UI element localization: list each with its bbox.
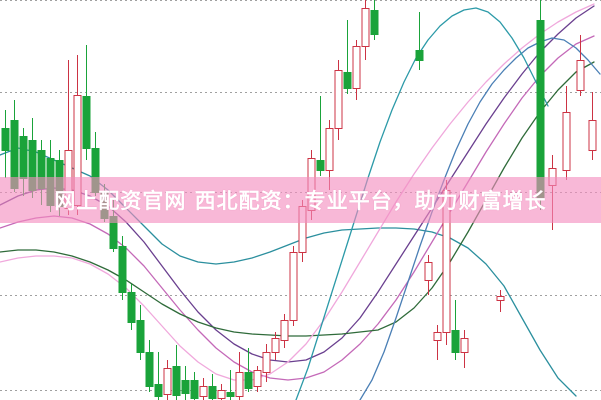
moving-average-lines — [0, 3, 601, 400]
